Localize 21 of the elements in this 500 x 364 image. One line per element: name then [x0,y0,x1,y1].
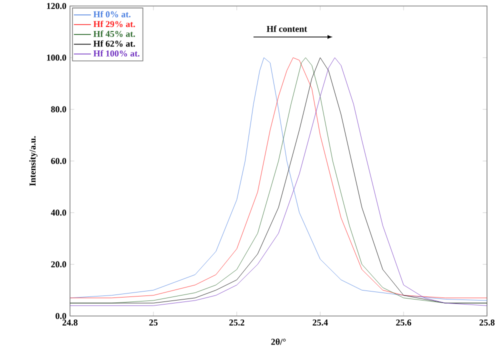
x-tick-label: 25.8 [480,320,495,326]
y-tick-label: 20.0 [51,261,66,268]
x-tick-label: 25 [149,320,158,326]
x-tick-label: 25.4 [312,320,328,326]
y-axis-title: Intensity/a.u. [29,136,38,186]
x-tick-label: 25.6 [396,320,412,326]
y-tick-label: 0.0 [56,312,66,320]
annotation: Hf content [266,26,308,32]
x-tick-label: 24.8 [62,320,78,326]
legend-label: Hf 62% at. [93,40,135,47]
legend-label: Hf 100% at. [93,50,140,57]
x-axis-title: 2θ/° [271,338,286,345]
legend-label: Hf 0% at. [93,10,130,18]
y-tick-label: 120.0 [47,2,66,10]
legend-label: Hf 45% at. [93,30,135,37]
y-tick-label: 60.0 [51,158,66,164]
y-tick-label: 40.0 [50,210,66,216]
legend-label: Hf 29% at. [93,20,135,28]
y-tick-label: 80.0 [51,106,66,112]
x-tick-label: 25.2 [229,320,244,326]
y-tick-label: 100.0 [47,54,66,61]
